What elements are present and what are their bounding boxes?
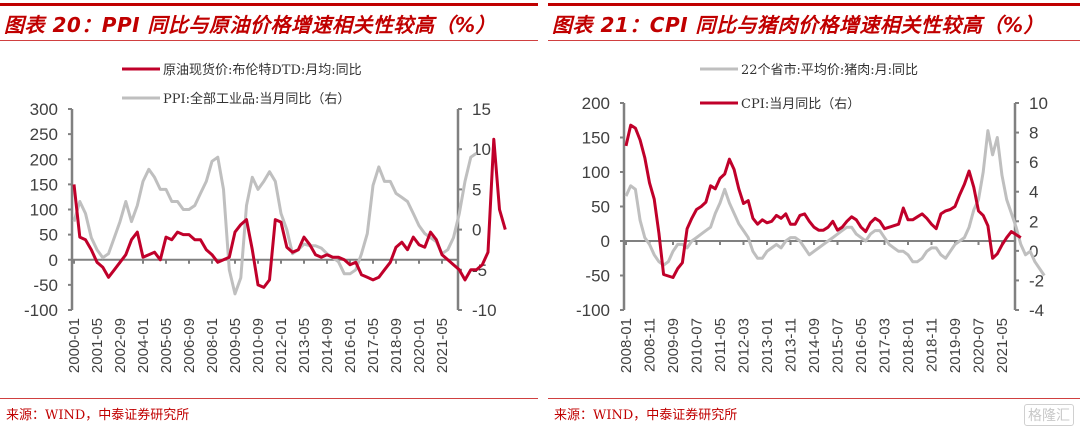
x-tick-label: 2016-05 [853,318,870,373]
chart-title: 图表 20：PPI 同比与原油价格增速相关性较高（%） [4,13,497,37]
series-line-left-axis [72,137,507,289]
x-tick-label: 2006-09 [181,318,198,373]
left-tick-label: 100 [30,201,58,220]
x-tick-label: 2001-05 [89,318,106,373]
x-tick-label: 2008-01 [618,318,635,373]
x-tick-label: 2017-05 [365,318,382,373]
left-tick-label: -50 [585,267,610,286]
chart-ppi-svg: 原油现货价:布伦特DTD:月均:同比 PPI:全部工业品:当月同比（右） -10… [24,62,507,373]
x-tick-label: 2014-09 [806,318,823,373]
source-note: 来源：WIND，中泰证券研究所 [554,408,738,423]
source-divider [548,398,1080,399]
chart-panel-ppi: 图表 20：PPI 同比与原油价格增速相关性较高（%） 原油现货价:布伦特DTD… [0,0,538,428]
legend-label-pork: 22个省市:平均价:猪肉:月:同比 [741,62,918,78]
series-line-left-axis [624,129,1046,277]
x-tick-label: 2008-01 [204,318,221,373]
x-tick-label: 2017-03 [877,318,894,373]
x-tick-label: 2009-05 [227,318,244,373]
x-tick-label: 2012-03 [736,318,753,373]
x-tick-label: 2016-01 [342,318,359,373]
right-tick-label: 6 [1029,153,1038,172]
left-tick-label: 150 [582,129,610,148]
right-tick-label: -4 [1029,301,1044,320]
x-tick-label: 2010-09 [250,318,267,373]
series-line-right-axis [624,123,1022,279]
right-tick-label: 10 [1029,94,1048,113]
x-tick-label: 2011-05 [712,318,729,372]
right-tick-label: 0 [472,221,481,240]
x-tick-label: 2004-01 [135,318,152,373]
right-tick-label: 15 [472,100,491,119]
right-tick-label: 10 [472,140,491,159]
x-tick-label: 2018-09 [388,318,405,373]
x-tick-label: 2009-09 [665,318,682,373]
x-tick-label: 2010-07 [689,318,706,373]
right-tick-label: 8 [1029,124,1038,143]
left-tick-label: 250 [30,125,58,144]
x-tick-label: 2015-07 [830,318,847,373]
title-divider [548,40,1080,41]
title-top-rule [548,3,1080,6]
x-tick-label: 2013-05 [296,318,313,373]
x-tick-label: 2020-07 [971,318,988,373]
chart-cpi-svg: 22个省市:平均价:猪肉:月:同比 CPI:当月同比（右） -100 -50 0 50… [576,62,1048,373]
left-tick-label: -100 [576,301,610,320]
chart-title: 图表 21：CPI 同比与猪肉价格增速相关性较高（%） [552,13,1045,37]
series-line-right-axis [72,151,478,296]
right-tick-label: 0 [1029,242,1038,261]
title-top-rule [0,3,538,6]
right-tick-label: 4 [1029,183,1038,202]
x-tick-label: 2021-05 [994,318,1011,373]
x-tick-label: 2013-01 [759,318,776,373]
right-tick-label: -10 [472,301,497,320]
left-tick-label: 0 [49,251,58,270]
right-tick-label: 5 [472,180,481,199]
legend-label-oil: 原油现货价:布伦特DTD:月均:同比 [163,62,362,78]
title-divider [0,40,538,41]
watermark-logo: 格隆汇 [1024,404,1074,426]
source-note: 来源：WIND，中泰证券研究所 [6,408,190,423]
x-tick-label: 2005-05 [158,318,175,373]
right-tick-label: 2 [1029,212,1038,231]
legend-label-ppi: PPI:全部工业品:当月同比（右） [163,91,350,107]
left-tick-label: 50 [39,226,58,245]
x-tick-label: 2002-09 [112,318,129,373]
x-tick-label: 2013-11 [783,318,800,372]
legend: 22个省市:平均价:猪肉:月:同比 CPI:当月同比（右） [700,62,918,112]
left-tick-label: -100 [24,301,58,320]
x-tick-label: 2021-05 [434,318,451,373]
x-tick-label: 2012-01 [273,318,290,373]
x-tick-label: 2018-11 [924,318,941,372]
left-tick-label: 200 [30,150,58,169]
x-tick-label: 2014-09 [319,318,336,373]
x-tick-label: 2008-11 [642,318,659,372]
left-tick-label: 50 [591,198,610,217]
left-tick-label: 100 [582,163,610,182]
left-tick-label: 200 [582,94,610,113]
left-tick-label: -50 [33,276,58,295]
x-tick-label: 2020-01 [411,318,428,373]
legend-label-cpi: CPI:当月同比（右） [741,97,860,112]
right-tick-label: -2 [1029,271,1044,290]
x-tick-label: 2000-01 [66,318,83,373]
x-tick-label: 2018-01 [900,318,917,373]
legend: 原油现货价:布伦特DTD:月均:同比 PPI:全部工业品:当月同比（右） [122,62,362,107]
chart-panel-cpi: 图表 21：CPI 同比与猪肉价格增速相关性较高（%） 22个省市:平均价:猪肉… [548,0,1080,428]
source-divider [0,398,538,399]
left-tick-label: 150 [30,175,58,194]
x-tick-label: 2019-09 [947,318,964,373]
left-tick-label: 300 [30,100,58,119]
left-tick-label: 0 [601,232,610,251]
